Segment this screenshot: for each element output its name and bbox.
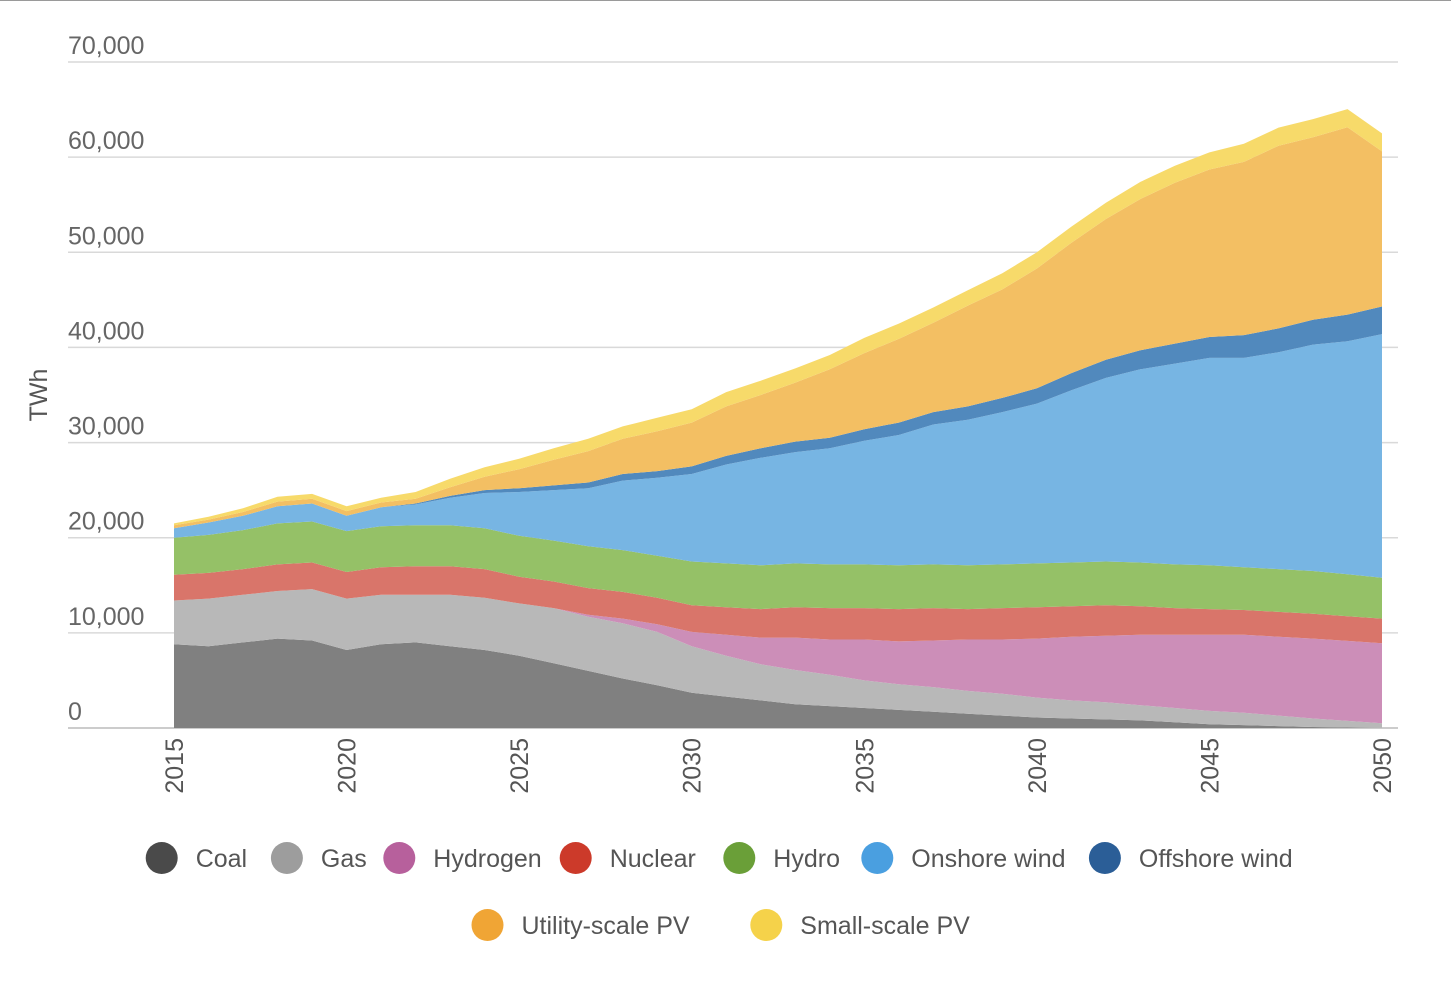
- legend-item-nuclear: Nuclear: [559, 842, 696, 874]
- legend-marker: [145, 842, 178, 874]
- x-tick-label: 2025: [506, 738, 534, 794]
- area-hydrogen: [174, 589, 1382, 724]
- legend-item-coal: Coal: [145, 842, 247, 874]
- legend-marker: [471, 909, 504, 941]
- legend-label: Gas: [321, 845, 367, 873]
- area-nuclear: [174, 562, 1382, 644]
- legend-label: Utility-scale PV: [522, 912, 690, 940]
- legend-label: Small-scale PV: [800, 912, 970, 940]
- legend-marker: [1088, 842, 1121, 874]
- area-utility-scale-pv: [174, 127, 1382, 529]
- x-tick-label: 2045: [1196, 738, 1224, 794]
- x-tick-label: 2030: [679, 738, 707, 794]
- legend-label: Onshore wind: [911, 845, 1065, 873]
- y-tick-label: 20,000: [68, 508, 144, 536]
- y-tick-label: 0: [68, 698, 82, 726]
- legend-label: Nuclear: [610, 845, 696, 873]
- legend-label: Offshore wind: [1139, 845, 1293, 873]
- area-small-scale-pv: [174, 109, 1382, 526]
- legend-label: Hydro: [773, 845, 840, 873]
- legend-item-hydro: Hydro: [723, 842, 840, 874]
- legend-item-offshore-wind: Offshore wind: [1088, 842, 1293, 874]
- legend-item-hydrogen: Hydrogen: [383, 842, 542, 874]
- legend-marker: [383, 842, 416, 874]
- area-gas: [174, 589, 1382, 728]
- y-axis: 0 10,000 20,000 30,000 40,000 50,000 60,000 70,…: [68, 32, 144, 726]
- y-tick-label: 10,000: [68, 603, 144, 631]
- legend-item-small-scale-pv: Small-scale PV: [750, 909, 970, 941]
- legend-marker: [559, 842, 592, 874]
- x-tick-label: 2015: [161, 738, 189, 794]
- x-tick-label: 2040: [1024, 738, 1052, 794]
- legend-marker: [861, 842, 894, 874]
- y-tick-label: 60,000: [68, 127, 144, 155]
- legend-label: Hydrogen: [433, 845, 541, 873]
- x-tick-label: 2035: [851, 738, 879, 794]
- legend-item-utility-scale-pv: Utility-scale PV: [471, 909, 690, 941]
- legend: Coal Gas Hydrogen Nuclear Hydro Onshore wind O…: [145, 842, 1293, 941]
- y-tick-label: 50,000: [68, 222, 144, 250]
- x-axis: 2015 2020 2025 2030 2035 2040 2045 2050: [161, 738, 1397, 794]
- x-tick-label: 2050: [1369, 738, 1397, 794]
- y-tick-label: 30,000: [68, 413, 144, 441]
- legend-item-gas: Gas: [270, 842, 367, 874]
- top-border: [0, 0, 1451, 1]
- area-hydro: [174, 521, 1382, 619]
- x-tick-label: 2020: [334, 738, 362, 794]
- legend-marker: [723, 842, 756, 874]
- area-onshore-wind: [174, 334, 1382, 578]
- legend-marker: [270, 842, 303, 874]
- y-axis-label: TWh: [25, 369, 53, 422]
- legend-marker: [750, 909, 783, 941]
- y-tick-label: 40,000: [68, 317, 144, 345]
- area-coal: [174, 638, 1382, 728]
- series-areas: [174, 109, 1382, 728]
- legend-item-onshore-wind: Onshore wind: [861, 842, 1066, 874]
- y-tick-label: 70,000: [68, 32, 144, 60]
- legend-label: Coal: [196, 845, 247, 873]
